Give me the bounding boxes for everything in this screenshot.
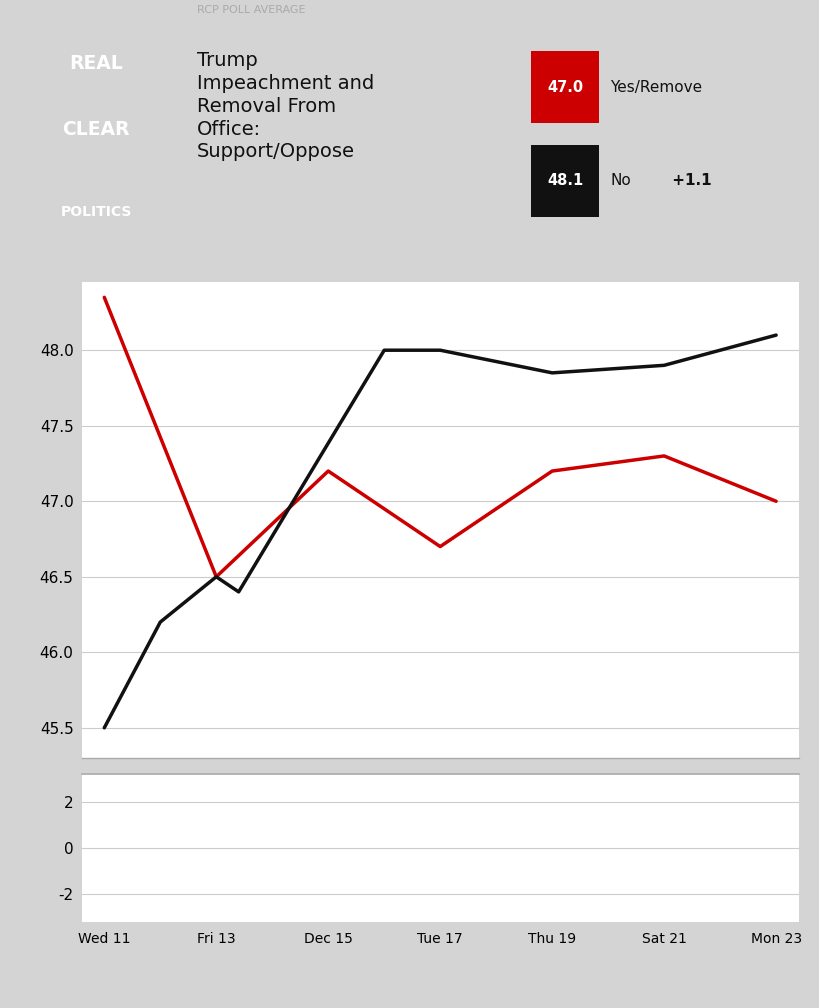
Text: No: No: [610, 173, 631, 188]
Text: 47.0: 47.0: [547, 80, 583, 95]
Text: +1.1: +1.1: [667, 173, 712, 188]
Text: 48.1: 48.1: [547, 173, 583, 188]
Text: Trump
Impeachment and
Removal From
Office:
Support/Oppose: Trump Impeachment and Removal From Offic…: [197, 51, 373, 161]
Bar: [532, 51, 600, 123]
Text: CLEAR: CLEAR: [62, 120, 130, 138]
Bar: [532, 144, 600, 217]
Text: REAL: REAL: [70, 54, 123, 74]
Text: RCP POLL AVERAGE: RCP POLL AVERAGE: [197, 5, 305, 15]
Text: Yes/Remove: Yes/Remove: [610, 80, 703, 95]
Text: POLITICS: POLITICS: [61, 206, 132, 220]
